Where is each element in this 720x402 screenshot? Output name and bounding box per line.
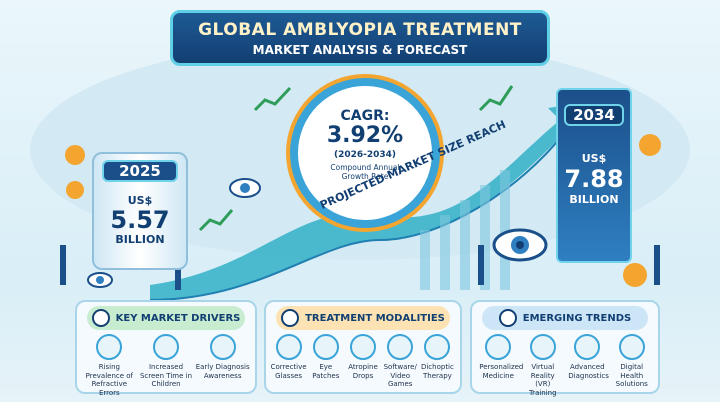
cagr-period: (2026-2034) [333, 150, 397, 160]
item-icon [153, 334, 179, 360]
panel: EMERGING TRENDS Personalized Medicine Virt… [470, 300, 660, 397]
end-value: 7.88 [564, 165, 624, 193]
panel-items: Personalized Medicine Virtual Reality (VR… [476, 334, 654, 397]
item-label: Digital Health Solutions [615, 363, 648, 388]
item: Personalized Medicine [479, 334, 524, 397]
item-label: Personalized Medicine [479, 363, 524, 380]
panel: KEY MARKET DRIVERS Rising Prevalence of R… [75, 300, 257, 397]
item-label: Atropine Drops [348, 363, 378, 380]
item-icon [485, 334, 512, 360]
item-label: Eye Patches [312, 363, 340, 380]
end-unit: BILLION [569, 193, 619, 206]
cagr-circle: CAGR: 3.92% (2026-2034) Compound Annual … [290, 78, 440, 228]
header-icon [91, 309, 110, 327]
cagr-caption: Compound Annual [330, 163, 400, 172]
item-label: Corrective Glasses [270, 363, 307, 380]
start-year: 2025 [102, 160, 178, 182]
item-icon [350, 334, 376, 360]
start-unit: BILLION [115, 233, 165, 246]
item-icon [387, 334, 414, 360]
item: Eye Patches [307, 334, 344, 389]
cagr-caption: Growth Rate [341, 172, 389, 181]
item: Rising Prevalence of Refractive Errors [81, 334, 138, 397]
header-icon [498, 309, 517, 327]
item: Dichoptic Therapy [419, 334, 456, 389]
item-label: Rising Prevalence of Refractive Errors [85, 363, 134, 397]
end-currency: US$ [581, 152, 607, 165]
header-icon [281, 309, 300, 327]
start-card: 2025 US$ 5.57 BILLION [92, 152, 188, 270]
item-icon [618, 334, 645, 360]
panel-title: KEY MARKET DRIVERS [115, 312, 241, 324]
panel-items: Corrective Glasses Eye Patches Atropine Dr… [270, 334, 456, 389]
panel-items: Rising Prevalence of Refractive Errors In… [81, 334, 251, 397]
item: Atropine Drops [344, 334, 381, 389]
panel: TREATMENT MODALITIES Corrective Glasses Ey… [264, 300, 462, 394]
item-label: Dichoptic Therapy [420, 363, 454, 380]
item-icon [529, 334, 556, 360]
item: Corrective Glasses [270, 334, 307, 389]
item-icon [574, 334, 601, 360]
item-label: Advanced Diagnostics [568, 363, 609, 380]
item: Digital Health Solutions [613, 334, 651, 397]
item: Virtual Reality (VR) Training [524, 334, 562, 397]
panel-header: TREATMENT MODALITIES [276, 306, 450, 330]
item: Software/ Video Games [382, 334, 419, 389]
title-banner: GLOBAL AMBLYOPIA TREATMENT MARKET ANALYS… [170, 10, 550, 66]
end-card: 2034 US$ 7.88 BILLION [556, 88, 632, 263]
subtitle: MARKET ANALYSIS & FORECAST [252, 43, 468, 57]
item: Early Diagnosis Awareness [194, 334, 251, 397]
item-label: Increased Screen Time in Children [139, 363, 193, 388]
item: Increased Screen Time in Children [138, 334, 195, 397]
panel-header: KEY MARKET DRIVERS [87, 306, 245, 330]
title: GLOBAL AMBLYOPIA TREATMENT [198, 20, 522, 40]
item-label: Virtual Reality (VR) Training [528, 363, 557, 397]
panel-header: EMERGING TRENDS [482, 306, 648, 330]
item-icon [312, 334, 339, 360]
item-label: Software/ Video Games [383, 363, 417, 388]
item-icon [424, 334, 451, 360]
start-currency: US$ [127, 194, 153, 207]
panel-title: TREATMENT MODALITIES [305, 312, 445, 324]
item-icon [96, 334, 123, 360]
start-value: 5.57 [110, 206, 170, 234]
item: Advanced Diagnostics [568, 334, 609, 397]
cagr-label: CAGR: [340, 108, 390, 124]
panel-title: EMERGING TRENDS [522, 312, 632, 324]
end-year: 2034 [564, 104, 624, 126]
item-icon [209, 334, 236, 360]
cagr-value: 3.92% [326, 123, 404, 148]
item-icon [275, 334, 302, 360]
item-label: Early Diagnosis Awareness [195, 363, 250, 380]
